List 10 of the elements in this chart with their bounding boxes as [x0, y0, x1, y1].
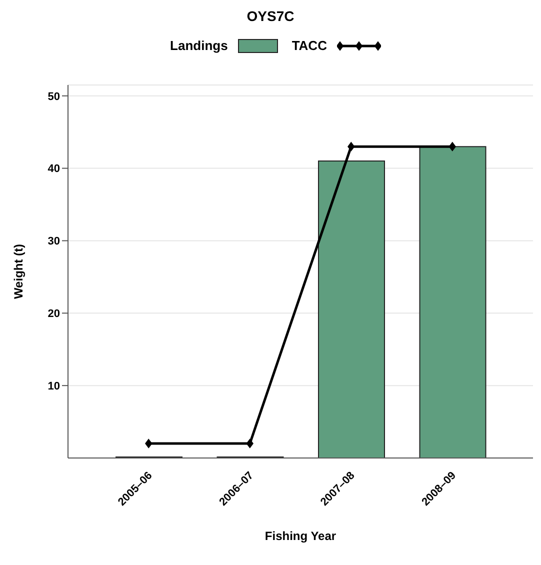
chart-title: OYS7C — [246, 8, 296, 24]
y-tick-label: 30 — [48, 236, 60, 248]
y-tick-label: 10 — [48, 380, 60, 392]
y-tick-label: 40 — [48, 163, 60, 176]
y-tick-label: 20 — [48, 308, 60, 320]
x-axis-title: Fishing Year — [264, 529, 336, 543]
y-axis-title: Weight (t) — [11, 244, 26, 300]
legend-label: Landings — [170, 38, 229, 53]
y-tick-label: 50 — [48, 90, 60, 103]
legend-label: TACC — [292, 38, 328, 53]
